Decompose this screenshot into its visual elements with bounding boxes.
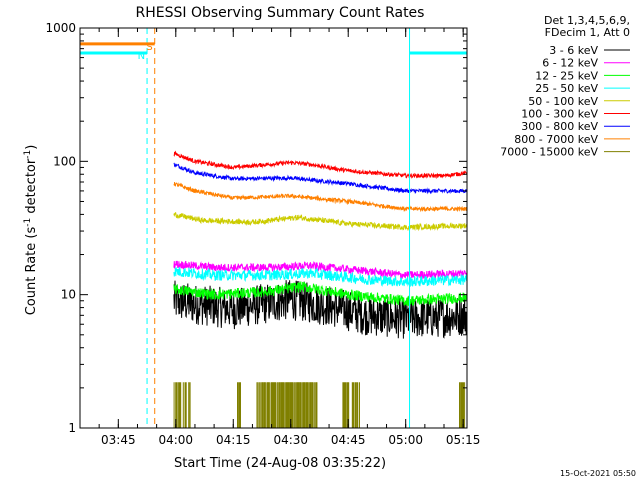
x-tick-label: 04:30 bbox=[273, 433, 308, 447]
series-line-300-800-kev bbox=[173, 162, 468, 195]
series-line-100-300-kev bbox=[173, 150, 468, 180]
legend-label: 6 - 12 keV bbox=[542, 57, 598, 70]
series-dense-block-7000-15000-kev bbox=[256, 382, 318, 428]
legend: Det 1,3,4,5,6,9,FDecim 1, Att 0 3 - 6 keV… bbox=[500, 14, 630, 159]
series-line-25-50-kev bbox=[173, 266, 468, 287]
x-tick-label: 05:15 bbox=[446, 433, 481, 447]
x-tick-label: 04:15 bbox=[216, 433, 251, 447]
y-axis-label: Count Rate (s-1 detector-1) bbox=[23, 145, 39, 316]
x-tick-label: 04:45 bbox=[331, 433, 366, 447]
legend-label: 7000 - 15000 keV bbox=[500, 146, 598, 159]
x-axis-label: Start Time (24-Aug-08 03:35:22) bbox=[174, 456, 386, 471]
x-tick-label: 03:45 bbox=[101, 433, 136, 447]
x-tick-label: 04:00 bbox=[158, 433, 193, 447]
series-line-50-100-kev bbox=[173, 212, 468, 232]
series-line-6-12-kev bbox=[173, 260, 468, 280]
legend-label: 800 - 7000 keV bbox=[514, 133, 598, 146]
series-line-800-7000-kev bbox=[173, 181, 468, 213]
footer-timestamp: 15-Oct-2021 05:50 bbox=[560, 469, 636, 478]
series-line-12-25-kev bbox=[173, 281, 468, 307]
legend-label: 50 - 100 keV bbox=[528, 95, 598, 108]
y-tick-label: 100 bbox=[53, 154, 76, 168]
x-tick-label: 05:00 bbox=[388, 433, 423, 447]
legend-label: 300 - 800 keV bbox=[521, 120, 598, 133]
legend-label: 12 - 25 keV bbox=[535, 69, 598, 82]
y-tick-label: 1000 bbox=[45, 21, 76, 35]
y-tick-label: 1 bbox=[68, 421, 76, 435]
chart-title: RHESSI Observing Summary Count Rates bbox=[136, 5, 425, 21]
plot-frame bbox=[79, 27, 468, 429]
flag-label-s: S bbox=[146, 42, 152, 53]
legend-label: 3 - 6 keV bbox=[549, 44, 598, 57]
legend-header-line: Det 1,3,4,5,6,9, bbox=[544, 14, 630, 27]
axes: 1 10 100 1000 03:45 04:00 04:15 04:30 04:45 05:00… bbox=[45, 21, 480, 447]
legend-header-line: FDecim 1, Att 0 bbox=[545, 26, 630, 39]
series-line-3-6-kev bbox=[173, 280, 468, 339]
legend-label: 100 - 300 keV bbox=[521, 108, 598, 121]
flag-label-n: N bbox=[138, 51, 145, 62]
legend-label: 25 - 50 keV bbox=[535, 82, 598, 95]
y-tick-label: 10 bbox=[61, 288, 76, 302]
